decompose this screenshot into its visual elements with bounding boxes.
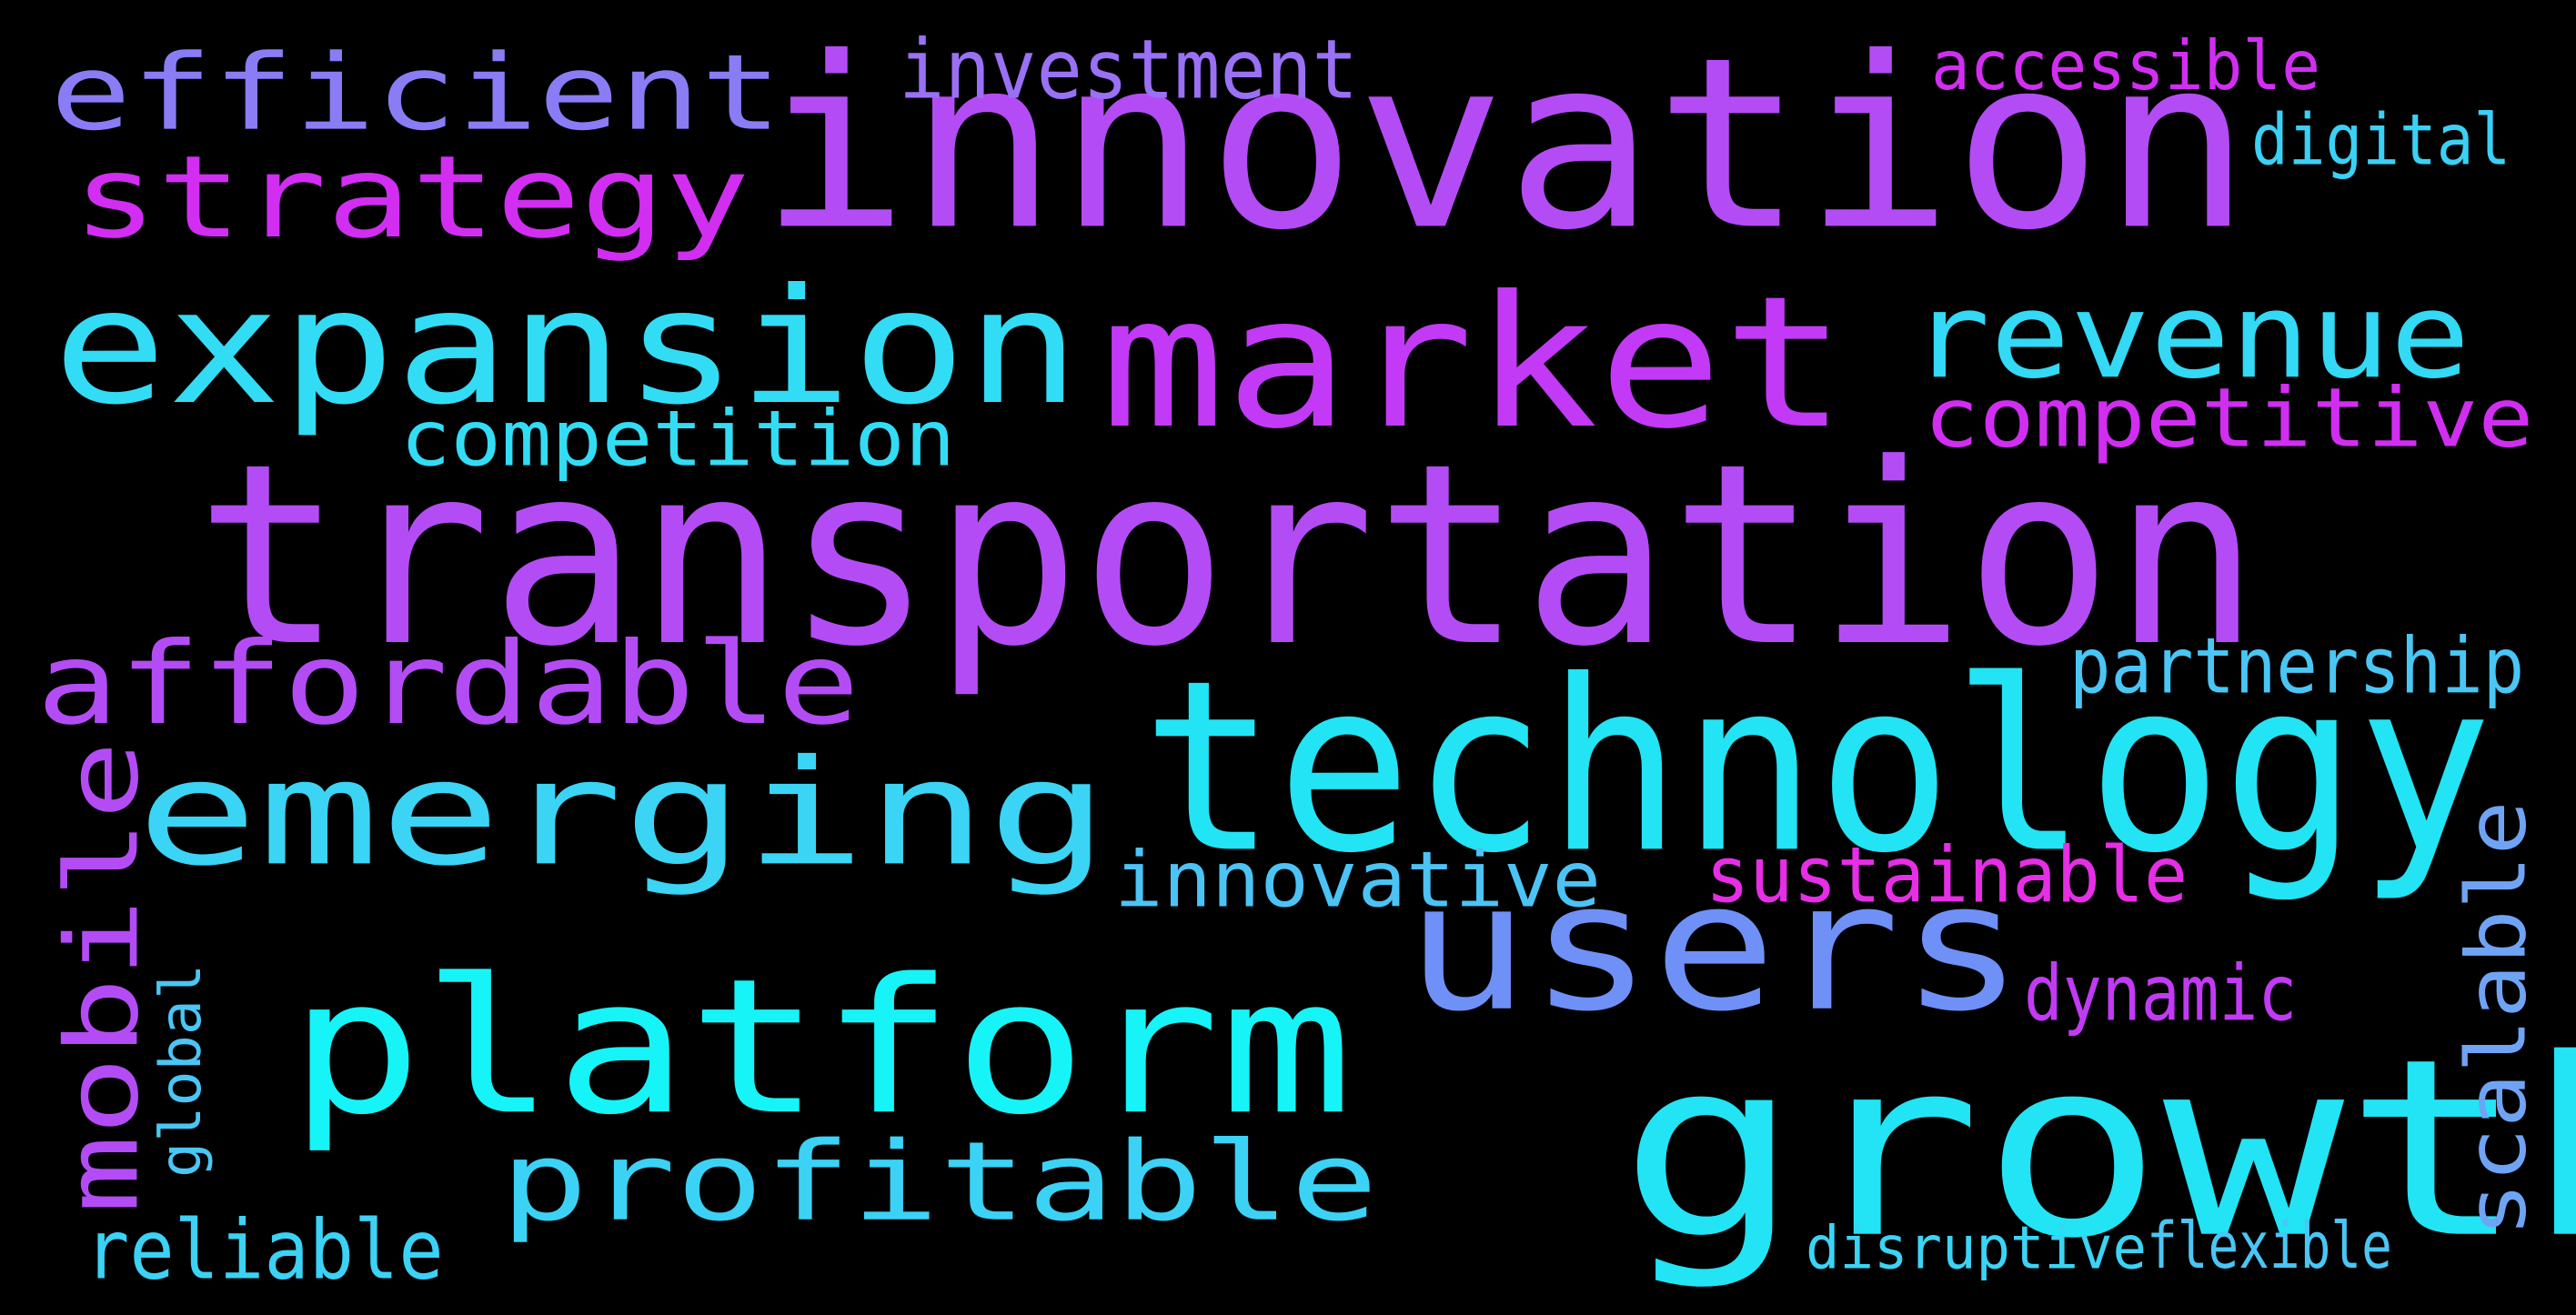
- word-reliable: reliable: [85, 1201, 444, 1299]
- word-users: users: [1405, 843, 2025, 1051]
- word-affordable: affordable: [36, 617, 860, 750]
- word-transportation: transportation: [196, 409, 2260, 702]
- word-efficient: efficient: [50, 31, 782, 155]
- word-market: market: [1101, 256, 1847, 469]
- word-competition: competition: [400, 393, 956, 484]
- word-digital: digital: [2251, 97, 2511, 182]
- word-revenue: revenue: [1910, 266, 2470, 406]
- word-mobile: mobile: [44, 740, 161, 1214]
- word-investment: investment: [899, 21, 1359, 118]
- word-global: global: [147, 963, 214, 1178]
- word-innovation: innovation: [760, 5, 2252, 283]
- word-disruptive: disruptive: [1806, 1213, 2148, 1283]
- word-flexible: flexible: [2147, 1208, 2392, 1283]
- word-partnership: partnership: [2069, 620, 2525, 711]
- word-profitable: profitable: [500, 1118, 1379, 1246]
- word-accessible: accessible: [1931, 25, 2321, 105]
- word-competitive: competitive: [1924, 369, 2534, 467]
- word-technology: technology: [1142, 628, 2493, 906]
- word-dynamic: dynamic: [2024, 948, 2298, 1039]
- word-strategy: strategy: [73, 130, 750, 264]
- word-growth: growth: [1619, 1005, 2576, 1293]
- word-sustainable: sustainable: [1706, 829, 2189, 920]
- word-emerging: emerging: [136, 728, 1110, 898]
- word-expansion: expansion: [53, 254, 1081, 440]
- word-platform: platform: [289, 938, 1353, 1157]
- word-innovative: innovative: [1114, 834, 1602, 925]
- word-scalable: scalable: [2448, 800, 2545, 1237]
